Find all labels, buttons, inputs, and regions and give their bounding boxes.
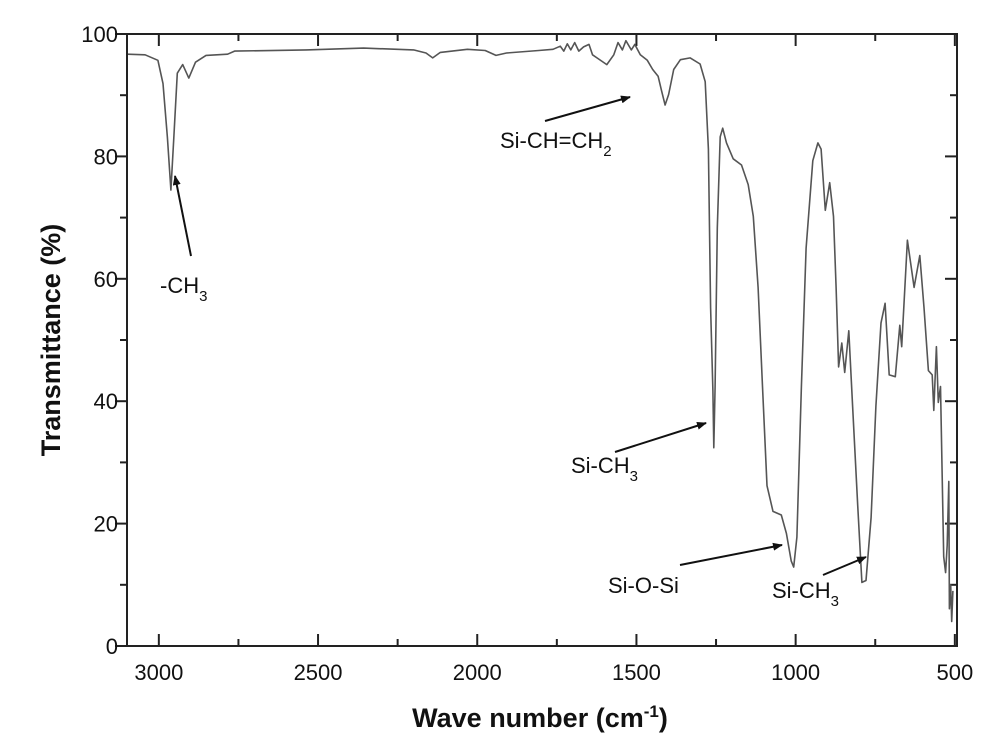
spectrum-line	[127, 39, 954, 623]
x-tick-label: 1500	[612, 660, 661, 685]
x-tick-labels: 3000 2500 2000 1500 1000 500	[134, 660, 973, 685]
x-tick-label: 1000	[771, 660, 820, 685]
svg-text:Si-CH=CH2: Si-CH=CH2	[500, 128, 612, 160]
annotation-si-vinyl: Si-CH=CH2	[500, 95, 631, 160]
y-tick-label: 40	[94, 389, 118, 414]
annotation-si-o-si: Si-O-Si	[608, 542, 783, 598]
y-tick-label: 80	[94, 144, 118, 169]
annotation-ch3: -CH3	[160, 175, 207, 305]
annotation-si-ch3-800: Si-CH3	[772, 556, 867, 610]
y-tick-label: 60	[94, 267, 118, 292]
svg-text:-CH3: -CH3	[160, 273, 207, 305]
svg-text:Si-CH3: Si-CH3	[571, 453, 638, 485]
x-tick-label: 500	[936, 660, 973, 685]
svg-text:Si-CH3: Si-CH3	[772, 578, 839, 610]
y-tick-label: 100	[81, 22, 118, 47]
x-axis-title: Wave number (cm-1)	[412, 702, 668, 733]
axis-ticks	[115, 33, 957, 647]
x-tick-label: 2500	[294, 660, 343, 685]
y-tick-label: 0	[106, 634, 118, 659]
annotation-si-ch3-1260: Si-CH3	[571, 421, 707, 485]
y-axis-title: Transmittance (%)	[36, 224, 66, 457]
y-tick-labels: 0 20 40 60 80 100	[81, 22, 118, 659]
plot-frame	[126, 33, 958, 647]
y-tick-label: 20	[94, 512, 118, 537]
x-tick-label: 2000	[453, 660, 502, 685]
x-tick-label: 3000	[134, 660, 183, 685]
svg-text:Si-O-Si: Si-O-Si	[608, 573, 679, 598]
